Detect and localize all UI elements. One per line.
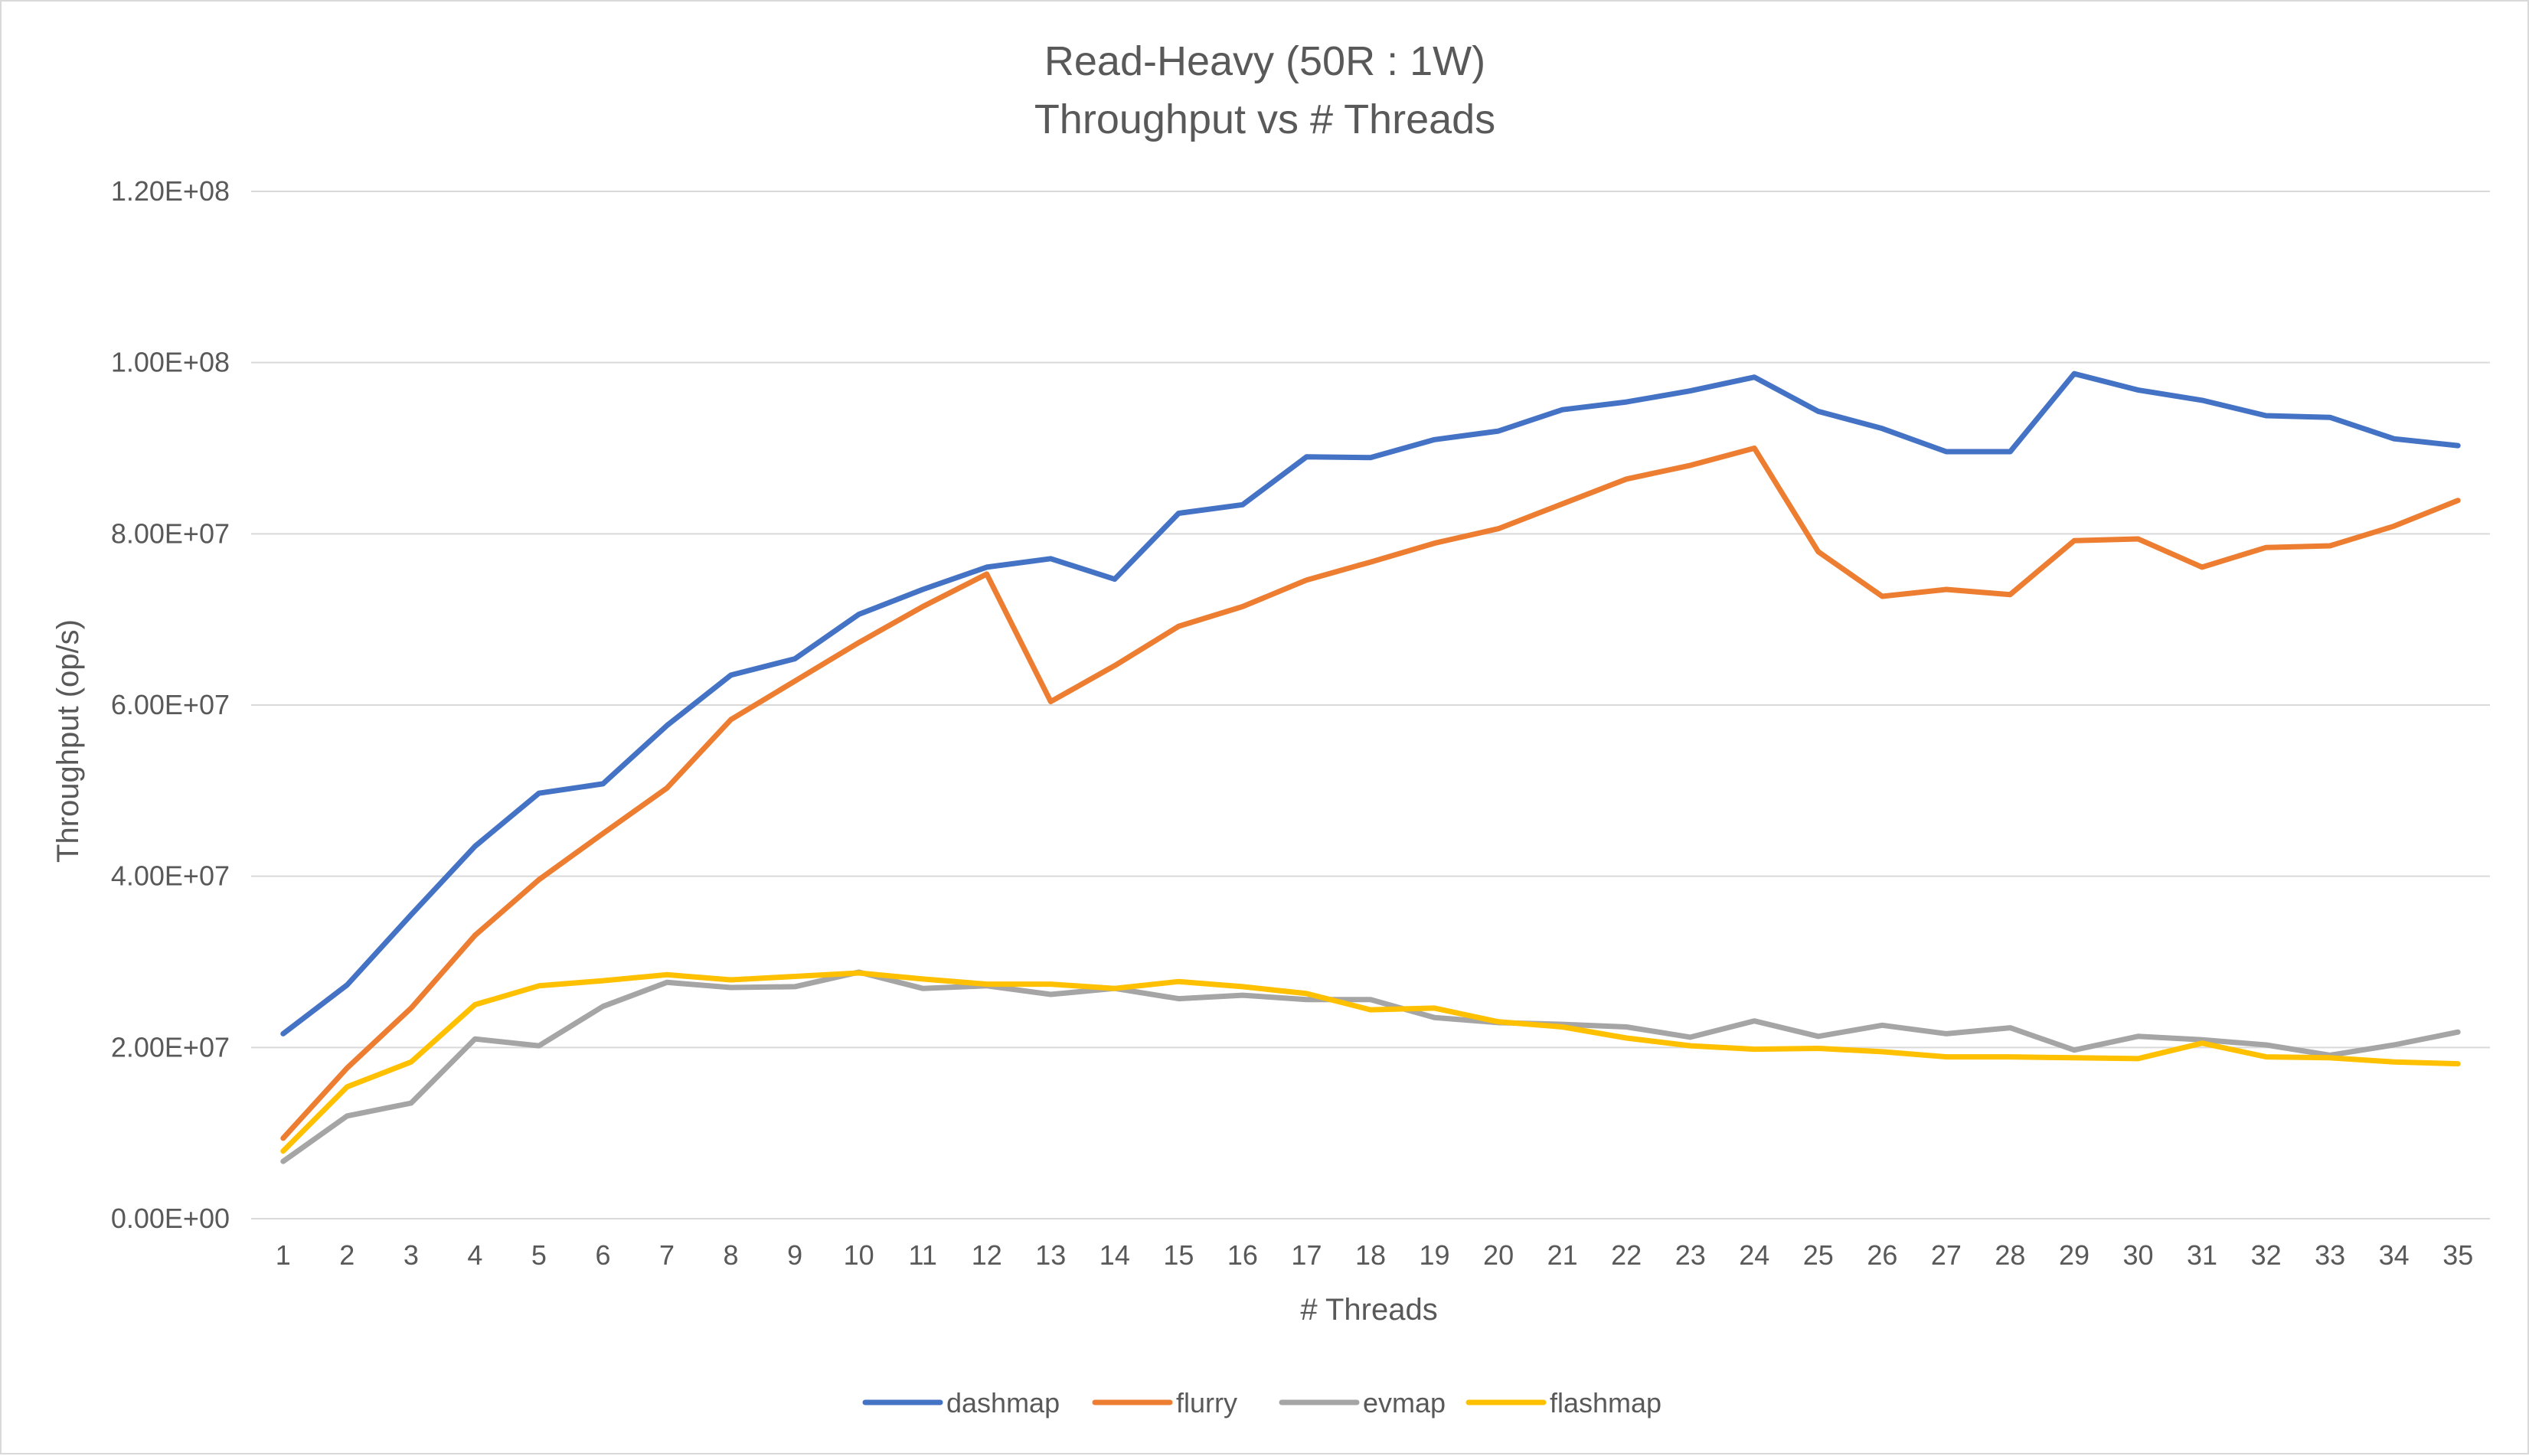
y-tick-label: 0.00E+00 <box>111 1203 230 1234</box>
y-tick-label: 1.00E+08 <box>111 347 230 378</box>
x-tick-label: 21 <box>1547 1239 1578 1271</box>
x-tick-label: 25 <box>1803 1239 1834 1271</box>
x-tick-label: 23 <box>1675 1239 1706 1271</box>
x-tick-label: 27 <box>1931 1239 1962 1271</box>
x-tick-label: 33 <box>2315 1239 2345 1271</box>
x-tick-label: 18 <box>1355 1239 1386 1271</box>
legend-label-evmap: evmap <box>1363 1387 1446 1418</box>
x-tick-label: 3 <box>404 1239 419 1271</box>
legend-label-flashmap: flashmap <box>1550 1387 1661 1418</box>
x-tick-label: 17 <box>1291 1239 1322 1271</box>
x-tick-label: 13 <box>1035 1239 1066 1271</box>
x-tick-label: 11 <box>909 1239 937 1271</box>
y-tick-label: 1.20E+08 <box>111 175 230 207</box>
x-tick-label: 34 <box>2379 1239 2410 1271</box>
legend-label-dashmap: dashmap <box>946 1387 1060 1418</box>
x-tick-label: 8 <box>724 1239 739 1271</box>
x-tick-label: 5 <box>531 1239 547 1271</box>
x-tick-label: 9 <box>787 1239 802 1271</box>
chart-title: Read-Heavy (50R : 1W) <box>1044 38 1485 84</box>
x-tick-label: 35 <box>2442 1239 2473 1271</box>
x-tick-label: 24 <box>1739 1239 1769 1271</box>
y-tick-label: 4.00E+07 <box>111 860 230 892</box>
chart-subtitle: Throughput vs # Threads <box>1034 96 1495 142</box>
x-tick-label: 7 <box>659 1239 675 1271</box>
x-tick-label: 12 <box>972 1239 1002 1271</box>
series-line-dashmap <box>280 371 2461 1037</box>
x-tick-label: 31 <box>2187 1239 2217 1271</box>
y-tick-label: 6.00E+07 <box>111 689 230 720</box>
x-tick-label: 1 <box>276 1239 291 1271</box>
x-tick-label: 28 <box>1995 1239 2025 1271</box>
y-axis-title: Throughput (op/s) <box>51 619 85 863</box>
series-line-evmap <box>280 969 2461 1164</box>
x-tick-label: 15 <box>1163 1239 1194 1271</box>
y-tick-label: 8.00E+07 <box>111 517 230 549</box>
y-tick-label: 2.00E+07 <box>111 1031 230 1063</box>
y-axis-ticks: 0.00E+00 2.00E+07 4.00E+07 6.00E+07 8.00E+07… <box>111 175 230 1234</box>
x-tick-label: 20 <box>1483 1239 1514 1271</box>
x-tick-label: 30 <box>2122 1239 2153 1271</box>
x-tick-label: 22 <box>1611 1239 1642 1271</box>
series-line-flashmap <box>280 970 2461 1154</box>
x-tick-label: 32 <box>2251 1239 2282 1271</box>
x-tick-label: 10 <box>844 1239 874 1271</box>
x-tick-label: 4 <box>467 1239 482 1271</box>
gridlines <box>251 191 2490 1219</box>
x-tick-label: 26 <box>1867 1239 1897 1271</box>
series-lines <box>280 371 2461 1164</box>
x-tick-label: 14 <box>1099 1239 1130 1271</box>
x-tick-label: 6 <box>595 1239 610 1271</box>
legend-label-flurry: flurry <box>1176 1387 1237 1418</box>
x-tick-label: 2 <box>339 1239 355 1271</box>
x-tick-label: 29 <box>2059 1239 2090 1271</box>
series-line-flurry <box>280 446 2461 1141</box>
x-axis-title: # Threads <box>1300 1293 1437 1327</box>
x-tick-label: 16 <box>1227 1239 1258 1271</box>
legend: dashmap flurry evmap flashmap <box>862 1387 1661 1418</box>
x-tick-label: 19 <box>1420 1239 1450 1271</box>
x-axis-ticks: 1 2 3 4 5 6 7 8 9 10 11 12 13 14 15 16 17 18 19 20 21 22 23 24 2… <box>276 1239 2473 1271</box>
